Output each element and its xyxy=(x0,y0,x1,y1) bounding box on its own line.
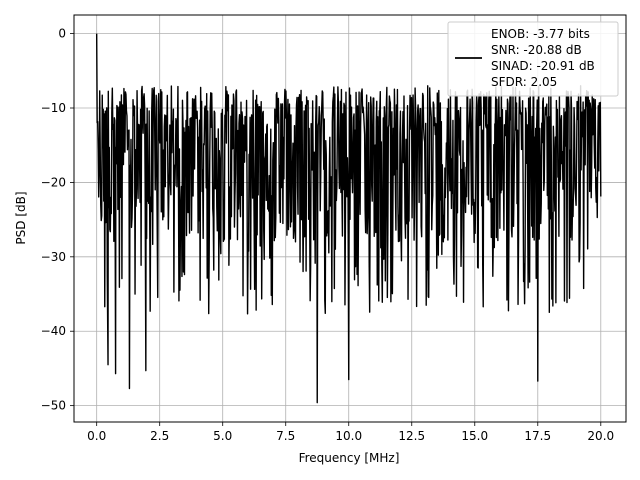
y-axis-ticks: 0 −10 −20 −30 −40 −50 xyxy=(41,27,74,413)
x-tick-label: 2.5 xyxy=(150,429,169,443)
x-tick-label: 5.0 xyxy=(213,429,232,443)
y-tick-label: −20 xyxy=(41,175,66,189)
x-tick-label: 10.0 xyxy=(335,429,362,443)
y-axis-label: PSD [dB] xyxy=(14,191,28,244)
y-tick-label: −30 xyxy=(41,250,66,264)
plot-frame xyxy=(73,14,627,423)
legend-enob: ENOB: -3.77 bits xyxy=(491,27,590,41)
x-axis-ticks: 0.0 2.5 5.0 7.5 10.0 12.5 15.0 17.5 20.0 xyxy=(87,422,614,443)
y-tick-label: −10 xyxy=(41,101,66,115)
legend-sfdr: SFDR: 2.05 xyxy=(491,75,557,89)
psd-series-line xyxy=(95,33,602,404)
x-tick-label: 17.5 xyxy=(524,429,551,443)
x-axis-label: Frequency [MHz] xyxy=(299,451,400,465)
y-tick-label: −50 xyxy=(41,399,66,413)
legend: ENOB: -3.77 bits SNR: -20.88 dB SINAD: -… xyxy=(447,21,619,97)
legend-sinad: SINAD: -20.91 dB xyxy=(491,59,595,73)
legend-box xyxy=(447,21,619,97)
y-tick-label: 0 xyxy=(58,27,66,41)
x-tick-label: 15.0 xyxy=(461,429,488,443)
y-tick-label: −40 xyxy=(41,324,66,338)
psd-trace xyxy=(95,33,602,404)
x-tick-label: 7.5 xyxy=(276,429,295,443)
x-tick-label: 20.0 xyxy=(587,429,614,443)
x-tick-label: 0.0 xyxy=(87,429,106,443)
legend-snr: SNR: -20.88 dB xyxy=(491,43,582,57)
x-tick-label: 12.5 xyxy=(398,429,425,443)
